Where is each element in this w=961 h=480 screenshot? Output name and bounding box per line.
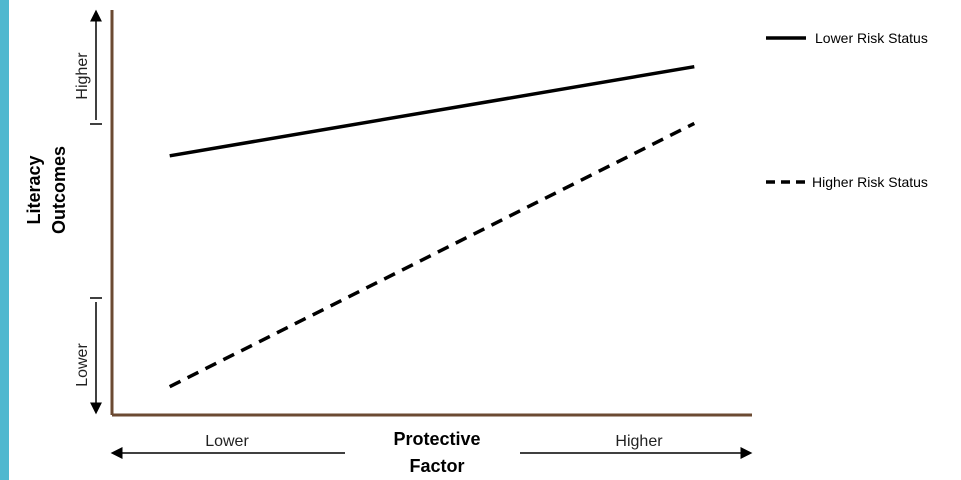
- series-line-lower-risk: [169, 64, 695, 158]
- series-layer: [168, 64, 696, 389]
- y-tick-higher: Higher: [74, 52, 91, 100]
- x-tick-lower: Lower: [205, 433, 249, 450]
- x-axis-title: Protective Factor: [393, 429, 480, 476]
- legend-label-higher-risk: Higher Risk Status: [812, 174, 928, 190]
- legend: Lower Risk Status Higher Risk Status: [766, 30, 928, 190]
- legend-label-lower-risk: Lower Risk Status: [815, 30, 928, 46]
- y-tick-lower: Lower: [74, 343, 91, 387]
- series-line-higher-risk: [168, 121, 696, 389]
- y-axis-title: Literacy Outcomes: [24, 146, 69, 234]
- x-tick-higher: Higher: [615, 433, 663, 450]
- side-accent-strip: [0, 0, 9, 480]
